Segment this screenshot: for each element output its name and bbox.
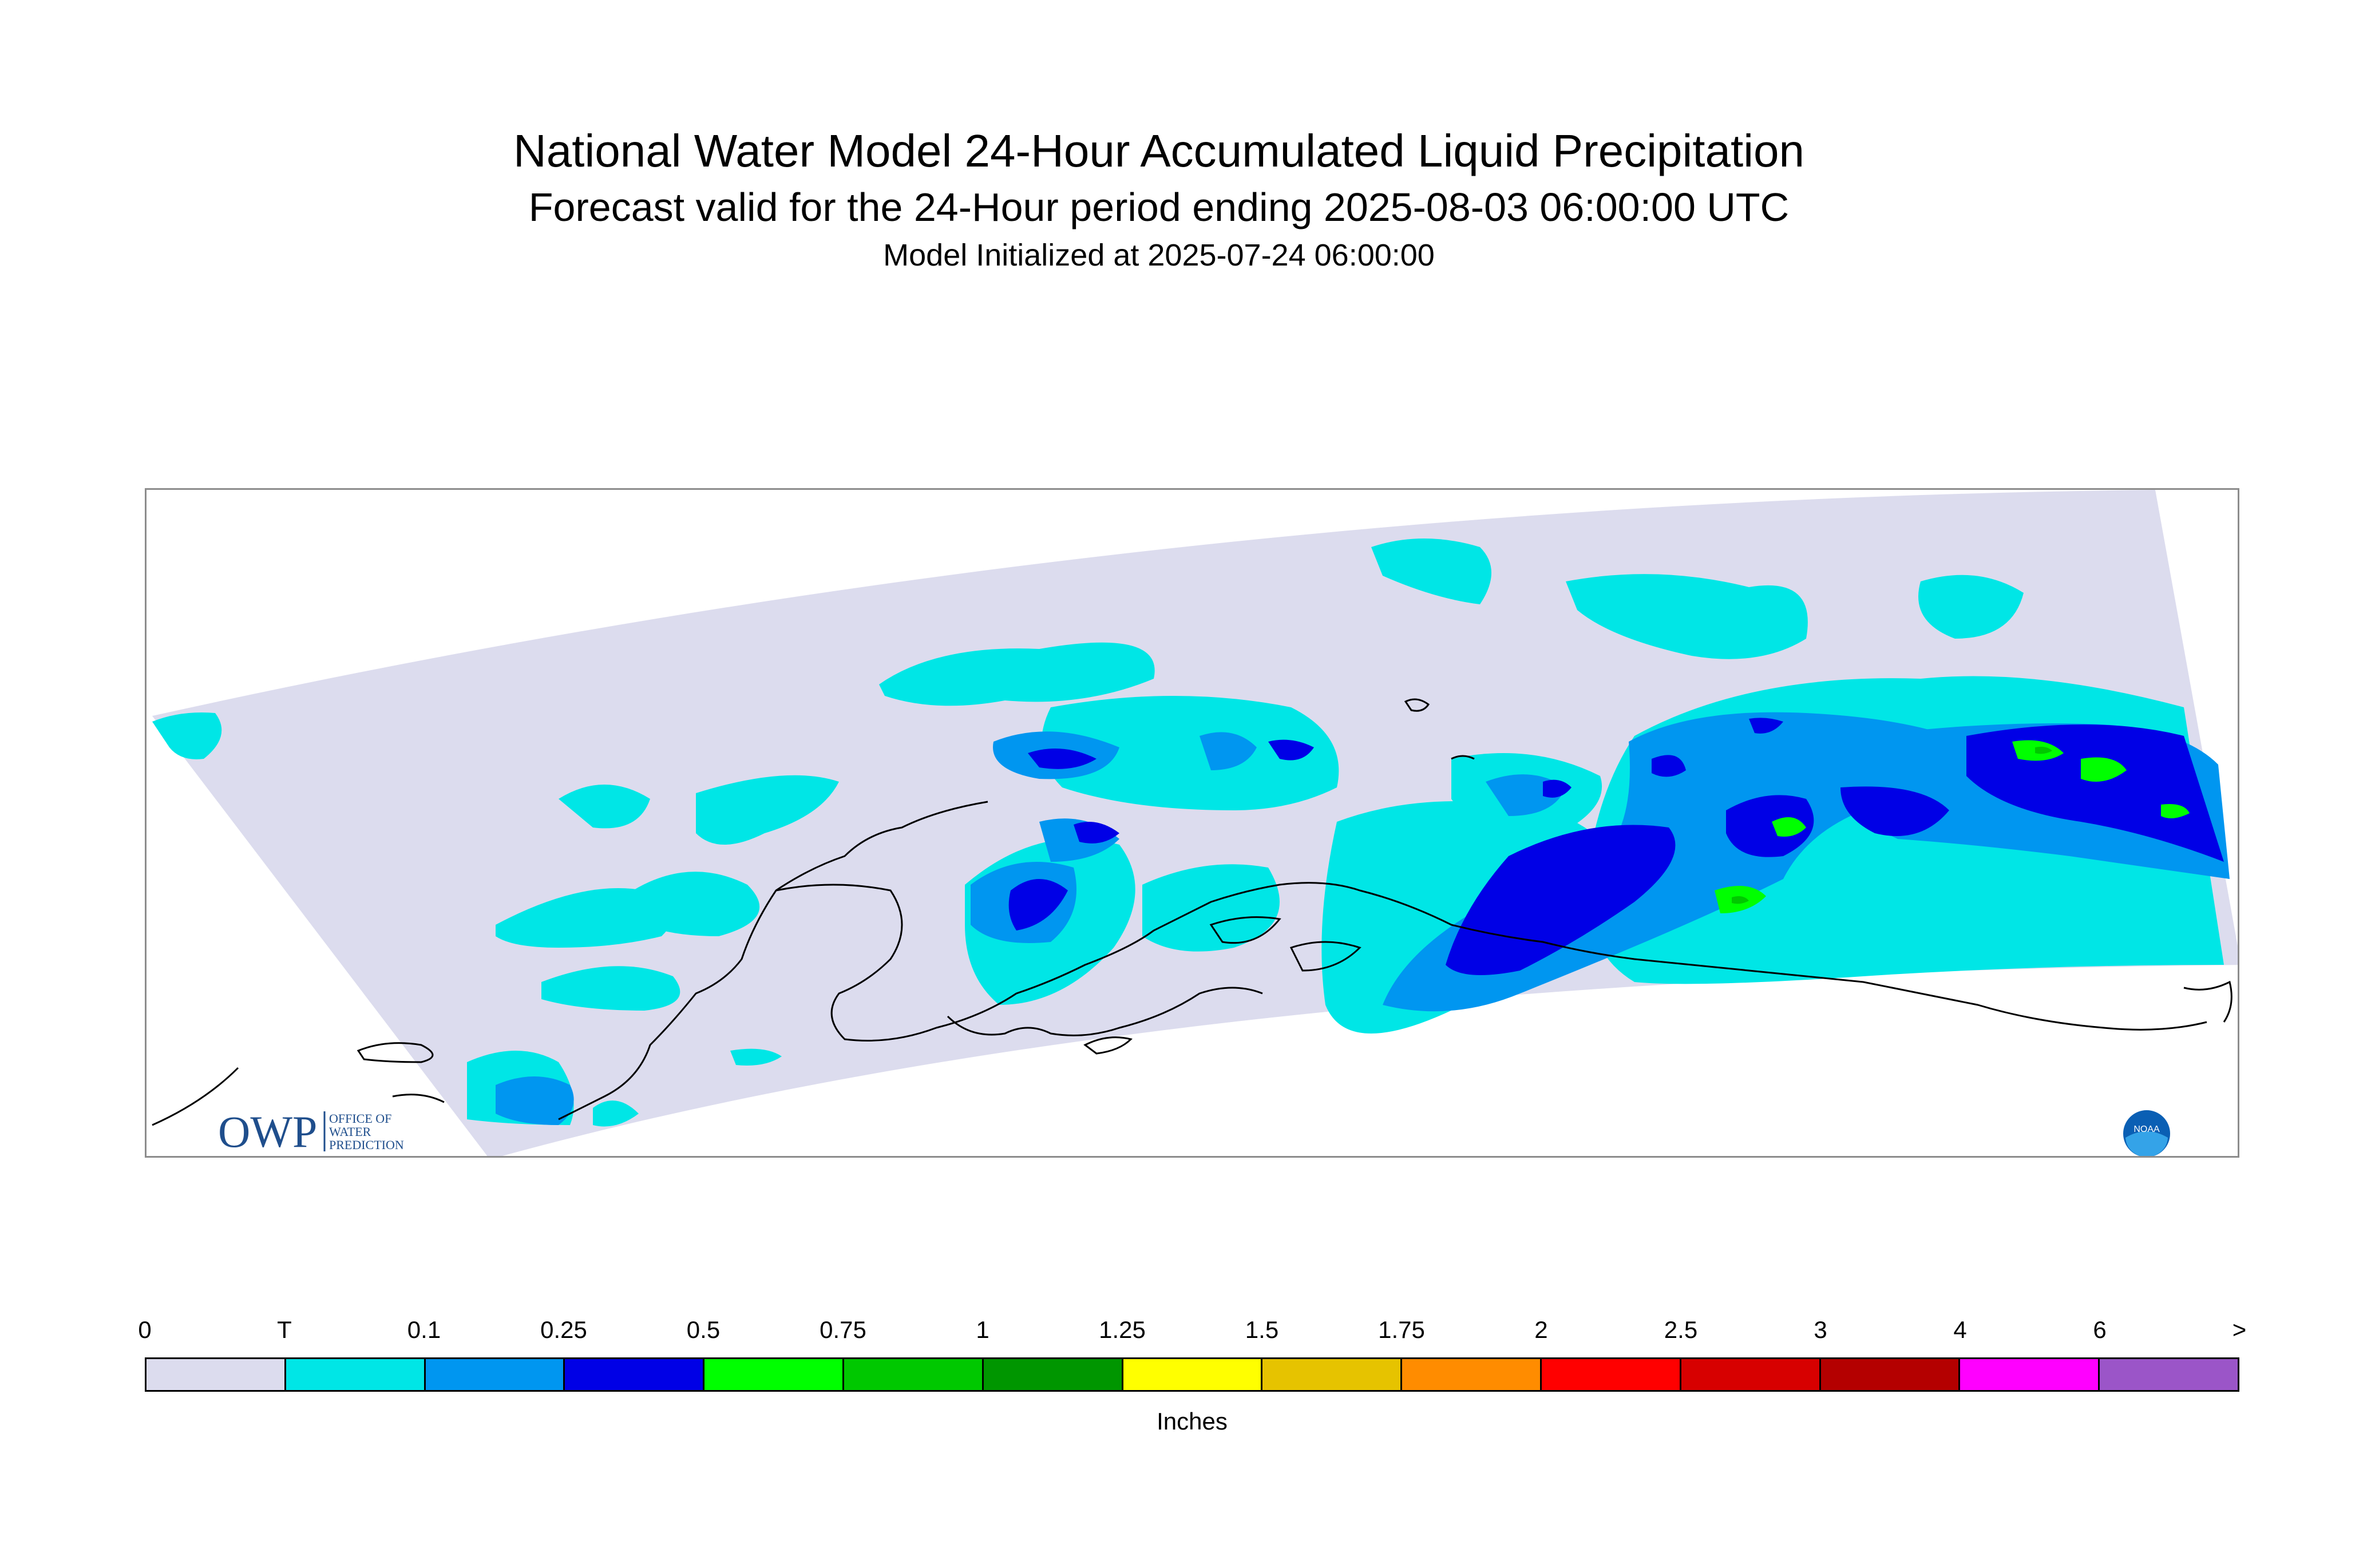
legend-tick-label: 0.1 [407,1316,441,1343]
model-init-line: Model Initialized at 2025-07-24 06:00:00 [883,238,1435,272]
noaa-logo-text: NOAA [2133,1124,2160,1134]
legend-units: Inches [1157,1408,1228,1435]
owp-logo-letters: OWP [218,1108,317,1154]
legend-tick-label: 0.5 [686,1316,721,1343]
legend-tick-label: 1.5 [1245,1316,1279,1343]
legend-tick-labels: 0 T 0.1 0.25 0.5 0.75 1 1.25 1.5 1.75 2 2.5 3 4 6 > [138,1316,2246,1351]
legend-swatch [844,1359,984,1390]
legend-tick-label: 0.75 [820,1316,866,1343]
legend-swatch [1681,1359,1821,1390]
legend-swatch [983,1359,1123,1390]
legend-tick-label: 0.25 [540,1316,587,1343]
legend-swatch [286,1359,426,1390]
map-subtitle: Forecast valid for the 24-Hour period en… [528,185,1790,229]
legend-swatch [2100,1359,2238,1390]
legend-tick-label: 1 [976,1316,989,1343]
legend-swatch [565,1359,705,1390]
legend-tick-label: 2 [1534,1316,1548,1343]
legend-swatch [425,1359,565,1390]
map-title: National Water Model 24-Hour Accumulated… [513,125,1804,176]
legend-tick-label: 4 [1953,1316,1967,1343]
legend-tick-label: 6 [2093,1316,2107,1343]
legend-swatch [147,1359,286,1390]
coastline [152,698,2232,1126]
legend-swatch [1262,1359,1403,1390]
owp-logo-mark: OWP OFFICE OF WATER PREDICTION [218,1108,404,1154]
legend-tick-label: > [2232,1316,2247,1343]
owp-logo-line-2: WATER [329,1124,371,1139]
legend-swatch [704,1359,844,1390]
legend-tick-label: T [277,1316,292,1343]
legend-swatch [1123,1359,1263,1390]
precipitation-map: OWP OFFICE OF WATER PREDICTION NOAA [145,488,2239,1158]
owp-logo-line-1: OFFICE OF [329,1111,391,1126]
legend-tick-label: 1.25 [1099,1316,1146,1343]
legend-color-bar [145,1357,2239,1392]
legend-swatch [1820,1359,1961,1390]
legend-tick-label: 2.5 [1664,1316,1698,1343]
legend-swatch [1960,1359,2100,1390]
legend-tick-label: 1.75 [1378,1316,1425,1343]
legend-swatch [1541,1359,1681,1390]
map-canvas [152,490,2238,1156]
legend-swatch [1402,1359,1542,1390]
noaa-logo-mark: NOAA [2122,1109,2171,1156]
legend-tick-label: 0 [138,1316,152,1343]
owp-logo-line-3: PREDICTION [329,1138,404,1152]
legend-tick-label: 3 [1814,1316,1827,1343]
precip-0p5-areas [1715,740,2190,913]
